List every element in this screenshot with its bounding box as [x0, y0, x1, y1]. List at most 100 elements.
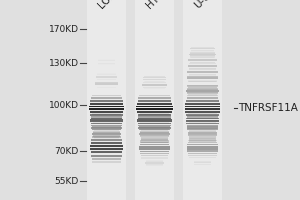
- Bar: [137, 119, 172, 121]
- Bar: [146, 160, 163, 161]
- Bar: [90, 111, 123, 113]
- Bar: [139, 134, 170, 135]
- Bar: [187, 146, 218, 148]
- Text: 170KD: 170KD: [49, 24, 79, 33]
- Bar: [189, 81, 216, 82]
- Bar: [139, 133, 170, 134]
- Bar: [136, 106, 173, 107]
- Bar: [98, 64, 115, 65]
- Bar: [188, 128, 217, 129]
- Bar: [187, 89, 218, 90]
- Bar: [90, 148, 123, 150]
- Bar: [188, 123, 217, 124]
- Bar: [190, 57, 215, 58]
- Bar: [189, 74, 216, 75]
- Bar: [140, 140, 169, 141]
- Bar: [187, 129, 218, 130]
- Bar: [139, 114, 170, 115]
- Bar: [187, 148, 218, 150]
- Bar: [92, 112, 121, 114]
- Bar: [140, 131, 169, 132]
- Bar: [190, 62, 215, 63]
- Bar: [91, 127, 122, 128]
- Bar: [138, 125, 171, 126]
- Bar: [93, 133, 120, 134]
- Bar: [92, 133, 121, 134]
- Bar: [90, 103, 123, 105]
- Bar: [188, 142, 217, 143]
- Bar: [187, 125, 218, 126]
- Bar: [189, 69, 216, 70]
- Bar: [188, 60, 217, 61]
- Bar: [98, 60, 116, 61]
- Text: TNFRSF11A: TNFRSF11A: [238, 103, 298, 113]
- Bar: [190, 52, 215, 53]
- Bar: [141, 138, 168, 139]
- Bar: [188, 132, 217, 133]
- Bar: [92, 158, 121, 160]
- Bar: [137, 111, 172, 113]
- Bar: [97, 74, 116, 75]
- Bar: [140, 122, 169, 123]
- Bar: [138, 128, 171, 129]
- Bar: [190, 56, 214, 57]
- Bar: [93, 136, 120, 137]
- Bar: [89, 108, 124, 110]
- Bar: [187, 115, 218, 116]
- Bar: [92, 133, 121, 135]
- Bar: [91, 97, 122, 99]
- Bar: [186, 120, 219, 121]
- Bar: [188, 153, 217, 154]
- Bar: [187, 144, 218, 145]
- Bar: [140, 153, 169, 154]
- Bar: [96, 77, 117, 78]
- Bar: [186, 100, 219, 102]
- Bar: [94, 129, 119, 130]
- Bar: [93, 135, 120, 136]
- Bar: [141, 139, 168, 141]
- Bar: [92, 161, 121, 163]
- Bar: [92, 119, 122, 121]
- Bar: [189, 137, 216, 138]
- Bar: [189, 63, 216, 64]
- Bar: [93, 123, 120, 124]
- Bar: [190, 55, 215, 56]
- Bar: [187, 77, 218, 78]
- Text: U-87MG: U-87MG: [192, 0, 229, 10]
- Bar: [187, 92, 218, 93]
- Bar: [189, 122, 216, 123]
- Bar: [187, 78, 218, 79]
- Bar: [92, 126, 121, 127]
- Bar: [188, 140, 217, 141]
- Bar: [137, 100, 172, 102]
- Bar: [190, 62, 215, 63]
- Bar: [91, 125, 122, 126]
- Bar: [91, 117, 122, 119]
- Bar: [140, 132, 169, 133]
- Bar: [139, 148, 170, 150]
- Bar: [95, 83, 118, 84]
- Bar: [185, 108, 220, 110]
- Bar: [187, 117, 218, 119]
- Bar: [137, 114, 172, 116]
- Bar: [186, 121, 219, 122]
- Bar: [138, 118, 171, 119]
- Bar: [139, 95, 170, 96]
- Bar: [138, 116, 171, 117]
- Bar: [97, 79, 116, 80]
- Bar: [188, 133, 218, 134]
- Bar: [90, 121, 123, 122]
- Bar: [188, 87, 217, 88]
- Text: 70KD: 70KD: [54, 146, 79, 156]
- Bar: [90, 145, 123, 147]
- Bar: [89, 106, 124, 107]
- Bar: [140, 123, 169, 124]
- Bar: [93, 131, 120, 132]
- Bar: [138, 123, 171, 124]
- Bar: [91, 128, 122, 129]
- Text: 55KD: 55KD: [54, 176, 79, 186]
- Bar: [90, 100, 123, 102]
- Bar: [190, 137, 215, 138]
- Bar: [189, 131, 216, 132]
- Bar: [190, 56, 215, 57]
